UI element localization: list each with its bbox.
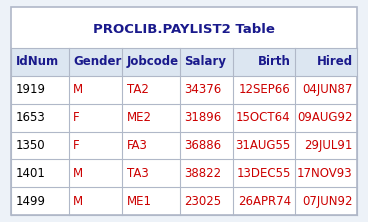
Text: 31896: 31896	[184, 111, 222, 124]
Text: 26APR74: 26APR74	[238, 195, 291, 208]
Text: PROCLIB.PAYLIST2 Table: PROCLIB.PAYLIST2 Table	[93, 24, 275, 36]
Text: M: M	[73, 195, 83, 208]
Text: TA3: TA3	[127, 167, 148, 180]
Text: Gender: Gender	[73, 55, 121, 68]
Text: F: F	[73, 111, 80, 124]
Text: TA2: TA2	[127, 83, 149, 96]
Text: F: F	[73, 139, 80, 152]
Text: Hired: Hired	[316, 55, 353, 68]
Text: 07JUN92: 07JUN92	[302, 195, 353, 208]
Text: 04JUN87: 04JUN87	[302, 83, 353, 96]
Text: 09AUG92: 09AUG92	[297, 111, 353, 124]
Text: 1350: 1350	[15, 139, 45, 152]
Text: 1919: 1919	[15, 83, 46, 96]
Text: 29JUL91: 29JUL91	[304, 139, 353, 152]
Text: ME1: ME1	[127, 195, 152, 208]
FancyBboxPatch shape	[11, 7, 357, 215]
Text: 36886: 36886	[184, 139, 222, 152]
Text: M: M	[73, 83, 83, 96]
FancyBboxPatch shape	[11, 48, 357, 76]
Text: 1401: 1401	[15, 167, 45, 180]
Text: 23025: 23025	[184, 195, 222, 208]
Text: ME2: ME2	[127, 111, 152, 124]
Text: 17NOV93: 17NOV93	[297, 167, 353, 180]
Text: Salary: Salary	[184, 55, 226, 68]
Text: 38822: 38822	[184, 167, 222, 180]
Text: 34376: 34376	[184, 83, 222, 96]
Text: FA3: FA3	[127, 139, 148, 152]
Text: 12SEP66: 12SEP66	[239, 83, 291, 96]
Text: 13DEC55: 13DEC55	[236, 167, 291, 180]
Text: IdNum: IdNum	[15, 55, 59, 68]
Text: M: M	[73, 167, 83, 180]
Text: 1499: 1499	[15, 195, 46, 208]
Text: 15OCT64: 15OCT64	[236, 111, 291, 124]
Text: 31AUG55: 31AUG55	[236, 139, 291, 152]
Text: Jobcode: Jobcode	[127, 55, 179, 68]
Text: Birth: Birth	[258, 55, 291, 68]
Text: 1653: 1653	[15, 111, 45, 124]
